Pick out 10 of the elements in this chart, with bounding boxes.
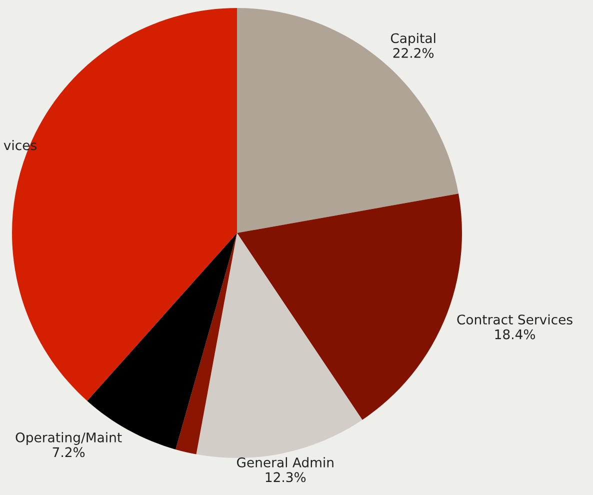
- slice-label: Capital: [390, 32, 436, 46]
- slice-label: General Admin: [236, 457, 334, 468]
- data-label: 12.3%: [266, 472, 306, 482]
- data-label: 7.2%: [52, 447, 85, 458]
- pie-slice: [196, 233, 362, 458]
- data-label: 18.4%: [495, 329, 535, 340]
- pie-slice: [237, 8, 459, 233]
- data-label: 22.2%: [393, 48, 434, 58]
- slice-label: Contract Services: [457, 314, 572, 325]
- slice-label: Operating/Maint: [16, 432, 122, 445]
